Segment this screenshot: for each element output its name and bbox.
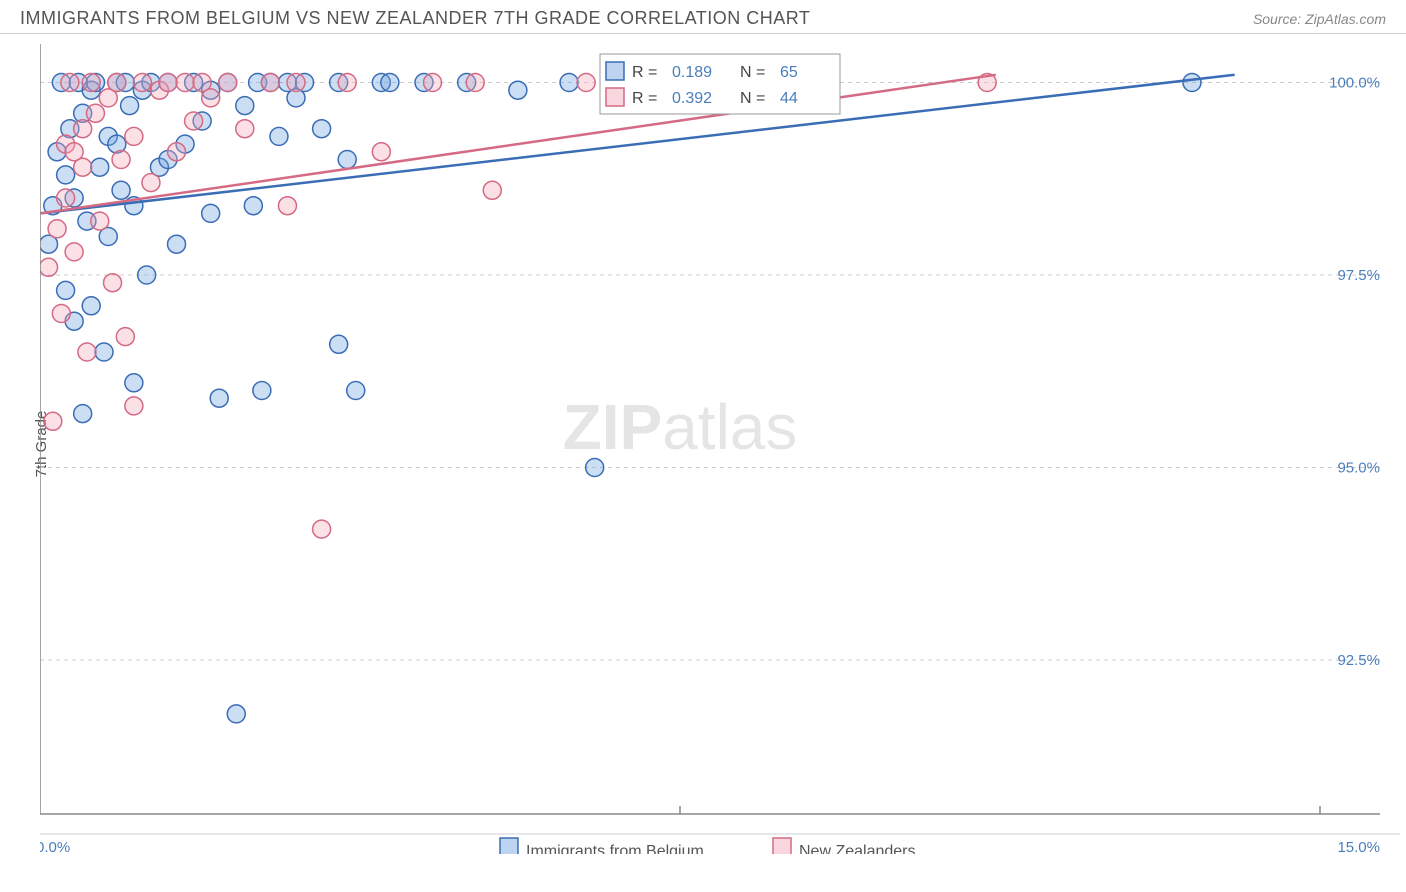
nz-point: [372, 143, 390, 161]
nz-point: [52, 305, 70, 323]
belgium-point: [509, 81, 527, 99]
belgium-point: [112, 181, 130, 199]
stats-swatch: [606, 62, 624, 80]
nz-point: [176, 74, 194, 92]
nz-point: [57, 189, 75, 207]
nz-point: [48, 220, 66, 238]
legend-label: Immigrants from Belgium: [526, 843, 704, 854]
nz-point: [142, 174, 160, 192]
belgium-point: [74, 405, 92, 423]
x-start-label: 0.0%: [40, 839, 70, 854]
nz-point: [236, 120, 254, 138]
belgium-point: [244, 197, 262, 215]
legend-swatch: [500, 838, 518, 854]
nz-point: [65, 243, 83, 261]
nz-point: [91, 212, 109, 230]
watermark: ZIPatlas: [563, 391, 798, 463]
stats-r-label: R =: [632, 64, 657, 81]
belgium-point: [1183, 74, 1201, 92]
nz-point: [125, 127, 143, 145]
legend-label: New Zealanders: [799, 843, 916, 854]
belgium-point: [270, 127, 288, 145]
belgium-point: [381, 74, 399, 92]
stats-r-value: 0.392: [672, 90, 712, 107]
y-tick-label: 95.0%: [1337, 460, 1380, 477]
belgium-point: [586, 459, 604, 477]
nz-point: [424, 74, 442, 92]
nz-point: [108, 74, 126, 92]
belgium-point: [95, 343, 113, 361]
legend-swatch: [773, 838, 791, 854]
belgium-point: [338, 151, 356, 169]
stats-n-label: N =: [740, 90, 765, 107]
belgium-point: [57, 166, 75, 184]
y-tick-label: 97.5%: [1337, 267, 1380, 284]
nz-point: [219, 74, 237, 92]
belgium-point: [202, 204, 220, 222]
nz-point: [185, 112, 203, 130]
nz-point: [104, 274, 122, 292]
y-tick-label: 92.5%: [1337, 652, 1380, 669]
belgium-point: [121, 97, 139, 115]
nz-point: [82, 74, 100, 92]
chart-title: IMMIGRANTS FROM BELGIUM VS NEW ZEALANDER…: [20, 8, 810, 29]
nz-point: [116, 328, 134, 346]
nz-point: [202, 89, 220, 107]
nz-point: [133, 74, 151, 92]
nz-point: [40, 258, 58, 276]
belgium-point: [91, 158, 109, 176]
stats-n-value: 44: [780, 90, 798, 107]
y-tick-label: 100.0%: [1329, 75, 1380, 92]
belgium-point: [313, 120, 331, 138]
nz-point: [74, 120, 92, 138]
chart-header: IMMIGRANTS FROM BELGIUM VS NEW ZEALANDER…: [0, 0, 1406, 34]
nz-point: [159, 74, 177, 92]
nz-point: [261, 74, 279, 92]
nz-point: [313, 520, 331, 538]
belgium-point: [57, 281, 75, 299]
belgium-point: [125, 374, 143, 392]
chart-source: Source: ZipAtlas.com: [1253, 11, 1386, 27]
scatter-plot: 92.5% 95.0% 97.5% 100.0% ZIPatlas R = 0.189 N =…: [40, 34, 1400, 854]
nz-point: [44, 412, 62, 430]
belgium-point: [168, 235, 186, 253]
stats-n-value: 65: [780, 64, 798, 81]
stats-r-value: 0.189: [672, 64, 712, 81]
x-end-label: 15.0%: [1337, 839, 1380, 854]
belgium-point: [330, 335, 348, 353]
belgium-point: [253, 382, 271, 400]
nz-point: [86, 104, 104, 122]
belgium-point: [82, 297, 100, 315]
chart-area: 7th Grade 92.5%95.0%97.5%100.0%ZIPatlasR…: [0, 34, 1406, 854]
nz-point: [74, 158, 92, 176]
stats-swatch: [606, 88, 624, 106]
nz-point: [338, 74, 356, 92]
nz-point: [125, 397, 143, 415]
nz-point: [577, 74, 595, 92]
nz-point: [112, 151, 130, 169]
nz-point: [61, 74, 79, 92]
belgium-point: [210, 389, 228, 407]
stats-r-label: R =: [632, 90, 657, 107]
nz-point: [466, 74, 484, 92]
belgium-point: [138, 266, 156, 284]
stats-n-label: N =: [740, 64, 765, 81]
belgium-point: [236, 97, 254, 115]
nz-point: [483, 181, 501, 199]
belgium-point: [227, 705, 245, 723]
belgium-point: [560, 74, 578, 92]
nz-point: [168, 143, 186, 161]
nz-point: [78, 343, 96, 361]
nz-point: [278, 197, 296, 215]
nz-point: [287, 74, 305, 92]
belgium-point: [347, 382, 365, 400]
